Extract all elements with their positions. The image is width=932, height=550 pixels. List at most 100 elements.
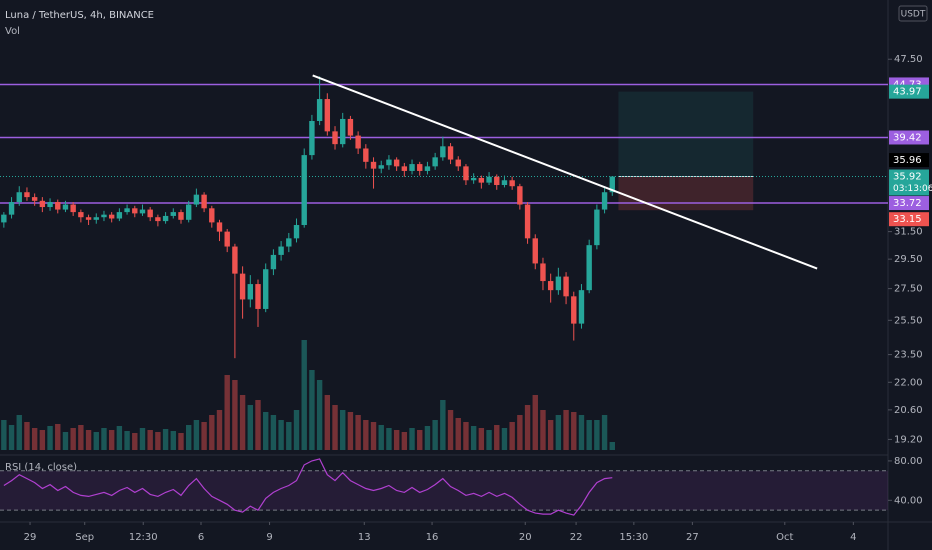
candle-body [293,225,300,239]
candle-body [47,202,53,208]
candle-body [401,166,408,171]
candle-body [524,204,531,239]
candle-body [386,159,392,166]
rsi-label: RSI (14, close) [5,462,77,473]
volume-bar [170,431,176,450]
candle-body [55,202,61,210]
candle-body [147,209,153,218]
candle-body [232,246,238,274]
x-tick-label: 13 [358,532,371,543]
volume-bar [386,428,392,450]
candle-body [101,214,107,218]
candle-body [39,200,46,208]
volume-bar [232,380,238,450]
volume-bar [185,425,192,450]
volume-bar [70,428,76,450]
y-tick-label: 19.20 [894,434,923,445]
level-tag-box [889,130,929,145]
candle-body [409,164,415,171]
volume-bar [55,424,61,450]
candle-body [486,176,492,183]
candle-body [532,238,538,264]
candle-body [132,208,138,214]
target-tag: 43.97 [893,87,922,98]
y-tick-label: 23.50 [894,350,923,361]
candle-body [162,215,169,222]
x-tick-label: 27 [686,532,699,543]
volume-bar [85,430,92,450]
candle-body [124,208,130,213]
volume-bar [209,415,215,450]
candle-body [347,118,354,136]
volume-bar [263,412,269,450]
x-tick-label: Oct [776,532,793,543]
volume-bar [139,428,146,450]
volume-bar [193,420,200,450]
candle-body [278,246,284,255]
candle-body [555,276,562,291]
volume-bar [393,430,400,450]
candle-body [178,212,184,220]
x-tick-label: 4 [850,532,856,543]
volume-bar [293,410,300,450]
volume-bar [586,420,592,450]
candle-body [93,217,99,220]
candle-body [116,212,123,219]
candle-body [609,176,615,193]
volume-bar [594,420,600,450]
candle-body [201,194,207,209]
x-tick-label: 16 [426,532,439,543]
candle-body [1,214,7,223]
candle-body [586,245,592,291]
volume-bar [47,426,53,450]
candle-body [470,177,477,181]
target-zone [618,91,754,177]
currency[interactable]: USDT [901,10,926,20]
volume-bar [108,430,115,450]
volume-bar [463,422,469,450]
currency-box[interactable] [898,5,928,22]
candle-body [332,131,338,145]
y-tick-label: 22.00 [894,377,923,388]
volume-bar [609,442,615,450]
candle-body [370,161,377,169]
volume-bar [478,428,485,450]
candle-body [563,276,569,297]
candle-body [85,217,92,220]
x-tick-label: 20 [519,532,532,543]
volume-bar [440,400,446,450]
volume-bar [501,428,508,450]
volume-bar [178,433,184,450]
candle-body [540,263,546,282]
target-tag-box [889,84,929,99]
volume-bar [378,425,384,450]
candle-body [301,155,307,226]
candle-body [263,269,269,309]
stop-tag: 33.15 [893,214,922,225]
candle-body [432,157,438,167]
volume-bar [278,420,284,450]
candle-body [316,99,323,121]
volume-bar [247,405,253,450]
candle-body [363,148,369,162]
candle-body [547,281,554,291]
x-tick-label: 15:30 [619,532,648,543]
rsi-band [0,470,888,511]
rsi-tick-label: 80.00 [894,456,923,467]
volume-bar [555,415,562,450]
volume-bar [309,370,315,450]
volume-bar [16,415,22,450]
candle-body [355,135,361,149]
volume-bar [355,415,361,450]
volume-bar [432,420,438,450]
candle-body [62,204,69,210]
candle-body [224,231,230,247]
volume-bar [409,428,415,450]
volume-bar [301,340,307,450]
candle-body [424,166,431,171]
volume-bar [93,432,99,450]
x-tick-label: 6 [198,532,204,543]
candle-body [324,99,331,132]
rsi-tick-label: 40.00 [894,495,923,506]
candle-body [478,177,485,183]
